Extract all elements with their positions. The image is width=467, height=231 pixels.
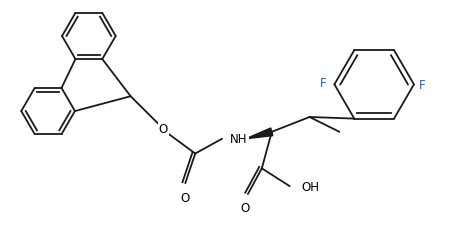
Text: O: O xyxy=(241,201,249,214)
Text: OH: OH xyxy=(302,180,319,193)
Text: NH: NH xyxy=(230,133,248,146)
Text: O: O xyxy=(159,123,168,136)
Text: O: O xyxy=(181,191,190,204)
Text: F: F xyxy=(320,76,326,89)
Polygon shape xyxy=(246,128,273,139)
Text: F: F xyxy=(419,79,425,91)
